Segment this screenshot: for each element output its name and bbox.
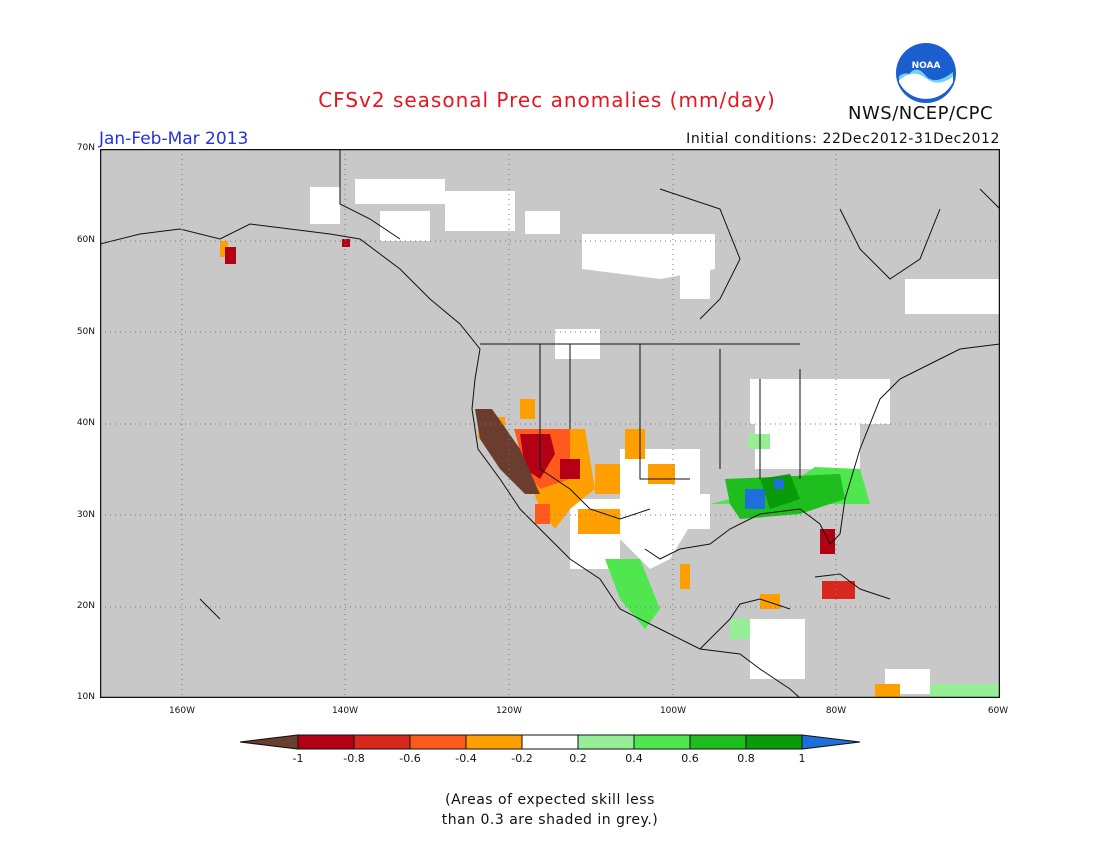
lat-tick: 70N xyxy=(76,143,95,153)
color-legend xyxy=(240,734,861,750)
lat-tick: 50N xyxy=(76,327,95,337)
lat-tick: 60N xyxy=(76,235,95,245)
legend-tick: 0.2 xyxy=(569,752,587,765)
legend-tick: 0.8 xyxy=(737,752,755,765)
graticule xyxy=(100,149,1000,698)
forecast-period: Jan-Feb-Mar 2013 xyxy=(99,129,249,149)
lon-tick: 80W xyxy=(825,706,847,716)
legend-tick: 0.4 xyxy=(625,752,643,765)
legend-tick: -0.8 xyxy=(343,752,365,765)
lon-tick: 100W xyxy=(659,706,687,716)
dry-anomalies xyxy=(220,239,900,698)
legend-tick: -1 xyxy=(292,752,304,765)
noaa-logo-icon: NOAA xyxy=(896,43,956,103)
chart-title: CFSv2 seasonal Prec anomalies (mm/day) xyxy=(318,88,776,112)
precip-anomaly-map xyxy=(100,149,1000,698)
neutral-areas xyxy=(310,179,1000,694)
legend-tick: -0.4 xyxy=(455,752,477,765)
legend-arrow-left xyxy=(240,734,299,750)
skill-note-line2: than 0.3 are shaded in grey.) xyxy=(441,812,659,828)
wet-anomalies xyxy=(605,434,1000,698)
lon-tick: 160W xyxy=(168,706,196,716)
lat-tick: 10N xyxy=(76,692,95,702)
lon-tick: 60W xyxy=(987,706,1009,716)
coastlines xyxy=(100,149,1000,698)
legend-tick: 1 xyxy=(798,752,806,765)
legend-arrow-right xyxy=(801,734,861,750)
agency-label: NWS/NCEP/CPC xyxy=(848,103,994,124)
lon-tick: 140W xyxy=(331,706,359,716)
legend-tick: -0.6 xyxy=(399,752,421,765)
lat-tick: 40N xyxy=(76,418,95,428)
logo-text: NOAA xyxy=(912,61,941,71)
legend-tick: 0.6 xyxy=(681,752,699,765)
lat-tick: 20N xyxy=(76,601,95,611)
skill-note-line1: (Areas of expected skill less xyxy=(445,792,655,808)
map-frame xyxy=(100,149,1000,698)
lon-tick: 120W xyxy=(495,706,523,716)
lat-tick: 30N xyxy=(76,510,95,520)
legend-tick: -0.2 xyxy=(511,752,533,765)
initial-conditions: Initial conditions: 22Dec2012-31Dec2012 xyxy=(686,131,1000,147)
